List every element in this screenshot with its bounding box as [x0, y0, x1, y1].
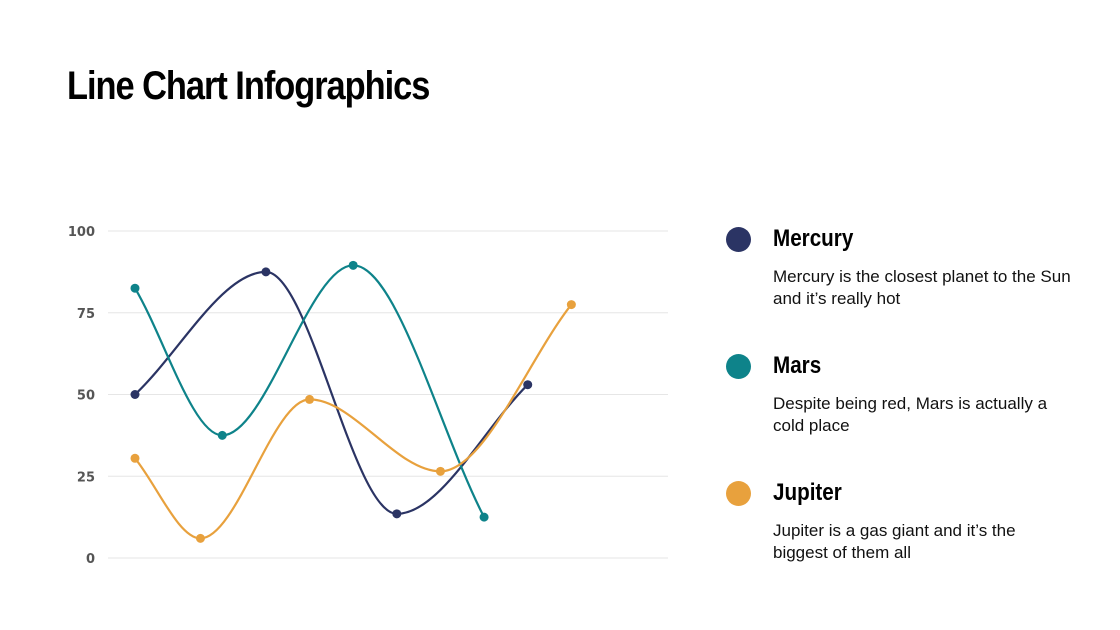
y-tick-label-100: 100: [68, 225, 95, 240]
series-line-jupiter: [133, 303, 573, 540]
chart-lines: [133, 264, 573, 540]
line-chart: 0 25 50 75 100: [68, 225, 668, 567]
series-line-mars: [133, 264, 486, 519]
data-point-jupiter-4: [566, 300, 576, 310]
legend-item-jupiter: Jupiter Jupiter is a gas giant and it’s …: [724, 476, 1084, 603]
legend-name-mercury: Mercury: [773, 225, 854, 252]
data-point-jupiter-0: [130, 453, 140, 463]
data-point-jupiter-1: [195, 533, 205, 543]
y-tick-label-0: 0: [86, 552, 95, 567]
legend-item-mercury: Mercury Mercury is the closest planet to…: [724, 222, 1084, 349]
data-point-mars-0: [130, 283, 140, 293]
mercury-dot-icon: [726, 227, 751, 252]
chart-grid: [108, 230, 668, 559]
legend-description-jupiter: Jupiter is a gas giant and it’s the bigg…: [773, 521, 1016, 562]
chart-points: [130, 260, 576, 543]
legend-name-jupiter: Jupiter: [773, 479, 842, 506]
legend-description-mars: Despite being red, Mars is actually a co…: [773, 394, 1048, 435]
legend-name-mars: Mars: [773, 352, 822, 379]
data-point-mercury-0: [130, 390, 140, 399]
chart-legend: Mercury Mercury is the closest planet to…: [724, 222, 1084, 603]
data-point-mercury-3: [523, 380, 533, 390]
data-point-mars-1: [217, 430, 227, 440]
y-tick-label-50: 50: [77, 389, 95, 404]
page-title: Line Chart Infographics: [67, 64, 430, 108]
data-point-jupiter-2: [305, 394, 315, 404]
jupiter-dot-icon: [726, 481, 751, 506]
y-tick-label-25: 25: [77, 470, 95, 485]
data-point-mercury-2: [392, 509, 402, 519]
data-point-mercury-1: [261, 267, 271, 277]
legend-description-mercury: Mercury is the closest planet to the Sun…: [773, 267, 1071, 308]
data-point-mars-3: [479, 512, 489, 522]
y-axis-ticks: 0 25 50 75 100: [68, 225, 95, 567]
y-tick-label-75: 75: [77, 307, 95, 322]
series-line-mercury: [133, 270, 529, 515]
legend-item-mars: Mars Despite being red, Mars is actually…: [724, 349, 1084, 476]
data-point-mars-2: [348, 260, 358, 270]
data-point-jupiter-3: [435, 466, 445, 476]
mars-dot-icon: [726, 354, 751, 379]
